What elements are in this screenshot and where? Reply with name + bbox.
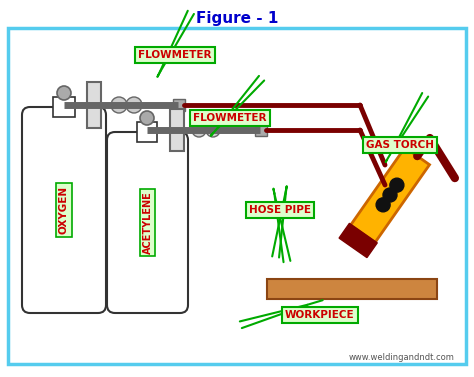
Circle shape [57, 86, 71, 100]
FancyBboxPatch shape [170, 109, 184, 151]
FancyBboxPatch shape [267, 279, 437, 299]
Text: Figure - 1: Figure - 1 [196, 11, 278, 26]
FancyBboxPatch shape [173, 99, 185, 111]
FancyBboxPatch shape [137, 122, 157, 142]
Circle shape [111, 97, 127, 113]
Text: ACETYLENE: ACETYLENE [143, 191, 153, 254]
Text: GAS TORCH: GAS TORCH [366, 140, 434, 150]
Circle shape [140, 111, 154, 125]
FancyBboxPatch shape [107, 132, 188, 313]
Text: FLOWMETER: FLOWMETER [138, 50, 212, 60]
Circle shape [390, 178, 404, 192]
Circle shape [206, 123, 220, 137]
Text: www.weldingandndt.com: www.weldingandndt.com [349, 354, 455, 363]
FancyBboxPatch shape [255, 124, 267, 136]
Circle shape [126, 97, 142, 113]
Polygon shape [339, 223, 377, 257]
Text: FLOWMETER: FLOWMETER [193, 113, 267, 123]
FancyBboxPatch shape [22, 107, 106, 313]
Text: HOSE PIPE: HOSE PIPE [249, 205, 311, 215]
FancyBboxPatch shape [53, 97, 75, 117]
FancyBboxPatch shape [8, 28, 466, 364]
FancyBboxPatch shape [87, 82, 101, 128]
Circle shape [192, 123, 206, 137]
Circle shape [376, 198, 390, 212]
Text: WORKPIECE: WORKPIECE [285, 310, 355, 320]
Circle shape [383, 188, 397, 202]
Text: OXYGEN: OXYGEN [59, 186, 69, 234]
Polygon shape [350, 147, 429, 242]
